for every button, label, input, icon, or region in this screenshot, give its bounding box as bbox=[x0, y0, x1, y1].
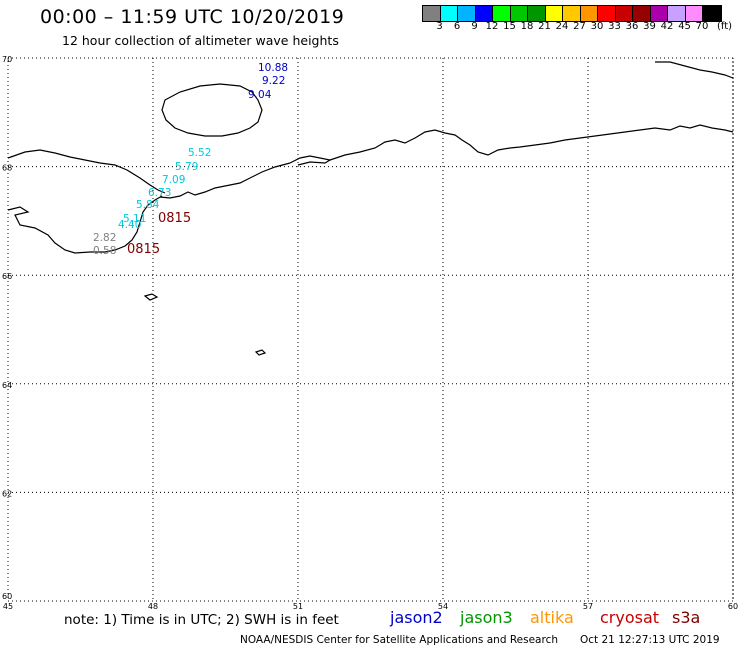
colorbar-label: 24 bbox=[555, 21, 569, 32]
colorbar-label: 18 bbox=[520, 21, 534, 32]
colorbar-cell bbox=[458, 6, 476, 21]
wave-height-label: 0.58 bbox=[93, 245, 116, 257]
white-sea-mouth bbox=[159, 162, 291, 199]
colorbar-cell bbox=[615, 6, 633, 21]
longitude-label: 45 bbox=[3, 602, 13, 611]
footer-credit: NOAA/NESDIS Center for Satellite Applica… bbox=[240, 634, 558, 646]
colorbar-cell bbox=[475, 6, 493, 21]
pechora-coast bbox=[329, 124, 734, 161]
colorbar-label: 21 bbox=[538, 21, 551, 32]
colorbar-cell bbox=[510, 6, 528, 21]
pass-time-labels: 0815 0815 bbox=[127, 211, 191, 257]
wave-height-label: 7.09 bbox=[162, 174, 185, 186]
satellite-legend-jason3: jason3 bbox=[460, 608, 513, 627]
kolguev-island bbox=[161, 83, 263, 137]
wave-height-label: 6.73 bbox=[148, 187, 171, 199]
colorbar-cell bbox=[423, 6, 441, 21]
colorbar-cell bbox=[440, 6, 458, 21]
longitude-label: 54 bbox=[438, 602, 448, 611]
footer-timestamp: Oct 21 12:27:13 UTC 2019 bbox=[580, 634, 720, 646]
colorbar-cell bbox=[563, 6, 581, 21]
small-island-b bbox=[254, 349, 267, 356]
footer-note: note: 1) Time is in UTC; 2) SWH is in fe… bbox=[64, 612, 339, 628]
wave-height-label: 10.88 bbox=[258, 62, 288, 74]
latitude-label: 66 bbox=[2, 272, 12, 281]
pass-time-label: 0815 bbox=[158, 211, 191, 226]
svalbard-coast bbox=[7, 149, 166, 194]
colorbar-cell bbox=[685, 6, 703, 21]
kola-coast bbox=[7, 195, 163, 254]
novaya-zemlya-tip bbox=[655, 61, 734, 79]
colorbar-label: 36 bbox=[625, 21, 639, 32]
longitude-label: 57 bbox=[583, 602, 593, 611]
satellite-legend-jason2: jason2 bbox=[390, 608, 443, 627]
wave-height-colorbar bbox=[422, 5, 722, 22]
colorbar-cell bbox=[493, 6, 511, 21]
wave-height-label: 5.84 bbox=[136, 199, 160, 211]
colorbar-label: 39 bbox=[643, 21, 656, 32]
satellite-legend-s3a: s3a bbox=[672, 608, 701, 627]
map-frame bbox=[7, 57, 734, 602]
pass-time-label: 0815 bbox=[127, 242, 160, 257]
latitude-label: 64 bbox=[2, 381, 12, 390]
wave-height-label: 2.82 bbox=[93, 232, 116, 244]
wave-height-labels: 10.889.22 9.04 5.52 5.797.096.735.84 5.114.4… bbox=[93, 62, 288, 257]
map-subtitle: 12 hour collection of altimeter wave hei… bbox=[62, 33, 339, 48]
wave-height-label: 9.04 bbox=[248, 89, 272, 101]
colorbar-label: 6 bbox=[453, 21, 461, 32]
colorbar-cell bbox=[598, 6, 616, 21]
colorbar-cell bbox=[668, 6, 686, 21]
map-title: 00:00 – 11:59 UTC 10/20/2019 bbox=[40, 6, 345, 28]
colorbar-label: 33 bbox=[608, 21, 621, 32]
small-island-a bbox=[143, 293, 159, 301]
wave-height-label: 4.40 bbox=[118, 219, 141, 231]
colorbar-label: 3 bbox=[436, 21, 443, 32]
wave-height-label: 5.52 bbox=[188, 147, 211, 159]
colorbar-cell bbox=[545, 6, 563, 21]
colorbar-label: 30 bbox=[590, 21, 604, 32]
wave-height-label: 9.22 bbox=[262, 75, 285, 87]
colorbar-label: 12 bbox=[485, 21, 499, 32]
latitude-label: 70 bbox=[2, 55, 12, 64]
kanin-coast bbox=[289, 155, 332, 166]
latitude-label: 60 bbox=[2, 592, 12, 601]
latitude-label: 68 bbox=[2, 164, 12, 173]
satellite-legend-altika: altika bbox=[530, 608, 574, 627]
satellite-legend-cryosat: cryosat bbox=[600, 608, 660, 627]
wave-height-label: 5.11 bbox=[123, 213, 146, 225]
latitude-label: 62 bbox=[2, 489, 12, 498]
colorbar-cell bbox=[633, 6, 651, 21]
coastline bbox=[7, 61, 734, 356]
colorbar-label: 42 bbox=[660, 21, 674, 32]
longitude-label: 51 bbox=[293, 602, 303, 611]
colorbar-cell bbox=[650, 6, 668, 21]
longitude-label: 48 bbox=[148, 602, 158, 611]
colorbar-cell bbox=[580, 6, 598, 21]
colorbar-cell bbox=[703, 6, 721, 21]
longitude-label: 60 bbox=[728, 602, 738, 611]
colorbar-unit: (ft) bbox=[717, 21, 733, 32]
colorbar-label: 45 bbox=[678, 21, 691, 32]
colorbar-label: 27 bbox=[573, 21, 586, 32]
colorbar-label: 15 bbox=[503, 21, 516, 32]
colorbar-cell bbox=[528, 6, 546, 21]
wave-height-label: 5.79 bbox=[175, 161, 198, 173]
colorbar-label: 9 bbox=[471, 21, 478, 32]
colorbar-label: 70 bbox=[695, 21, 709, 32]
